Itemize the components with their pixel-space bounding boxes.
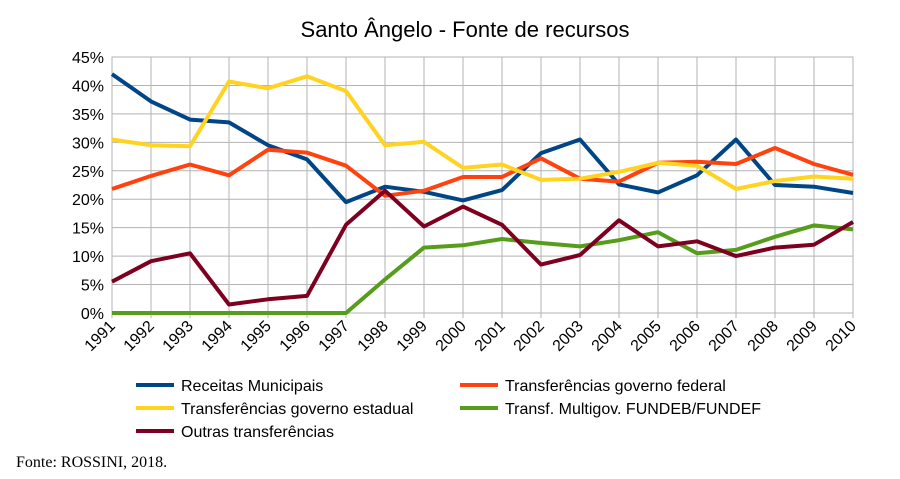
y-tick-label: 5% [81,278,104,295]
x-tick-label: 1999 [394,318,431,355]
legend-label: Receitas Municipais [181,378,323,395]
x-tick-label: 1997 [316,318,353,355]
legend-label: Transf. Multigov. FUNDEB/FUNDEF [505,401,761,418]
plot-frame [111,56,854,314]
x-tick-label: 1992 [121,318,158,355]
x-tick-label: 1996 [277,318,314,355]
series-line [110,72,854,205]
series-line [112,223,854,315]
x-tick-label: 2006 [667,318,704,355]
x-tick-label: 2005 [628,318,665,355]
series-line [111,146,854,198]
x-tick-label: 1991 [82,318,119,355]
y-tick-label: 45% [72,50,104,67]
y-tick-label: 35% [72,107,104,124]
y-tick-label: 10% [72,249,104,266]
x-tick-label: 1998 [355,318,392,355]
x-tick-label: 2004 [589,318,626,355]
y-axis-ticks: 0% 5% 10% 15% 20% 25% 30% 35% 40% 45% [72,50,104,323]
legend: Receitas Municipais Transferências govern… [136,378,761,441]
x-tick-label: 2003 [550,318,587,355]
x-tick-label: 2001 [472,318,509,355]
x-axis-ticks: 1991 1992 1993 1994 1995 1996 1997 1998 1999 2000… [82,318,860,355]
x-tick-label: 2000 [433,318,470,355]
legend-label: Outras transferências [181,424,334,441]
y-tick-label: 30% [72,135,104,152]
x-tick-label: 2008 [745,318,782,355]
x-tick-label: 1995 [238,318,275,355]
y-tick-label: 40% [72,78,104,95]
legend-label: Transferências governo estadual [181,401,413,418]
x-tick-label: 2010 [823,318,860,355]
chart-title: Santo Ângelo - Fonte de recursos [301,17,630,42]
y-tick-label: 20% [72,192,104,209]
x-tick-label: 1994 [199,318,236,355]
y-tick-label: 15% [72,221,104,238]
series-line [111,188,855,307]
legend-label: Transferências governo federal [505,378,726,395]
source-note: Fonte: ROSSINI, 2018. [16,454,167,471]
x-tick-label: 2009 [784,318,821,355]
y-tick-label: 25% [72,164,104,181]
x-tick-label: 1993 [160,318,197,355]
x-tick-label: 2002 [511,318,548,355]
y-tick-label: 0% [81,306,104,323]
x-tick-label: 2007 [706,318,743,355]
series-line [111,74,854,191]
series-lines [110,72,855,315]
